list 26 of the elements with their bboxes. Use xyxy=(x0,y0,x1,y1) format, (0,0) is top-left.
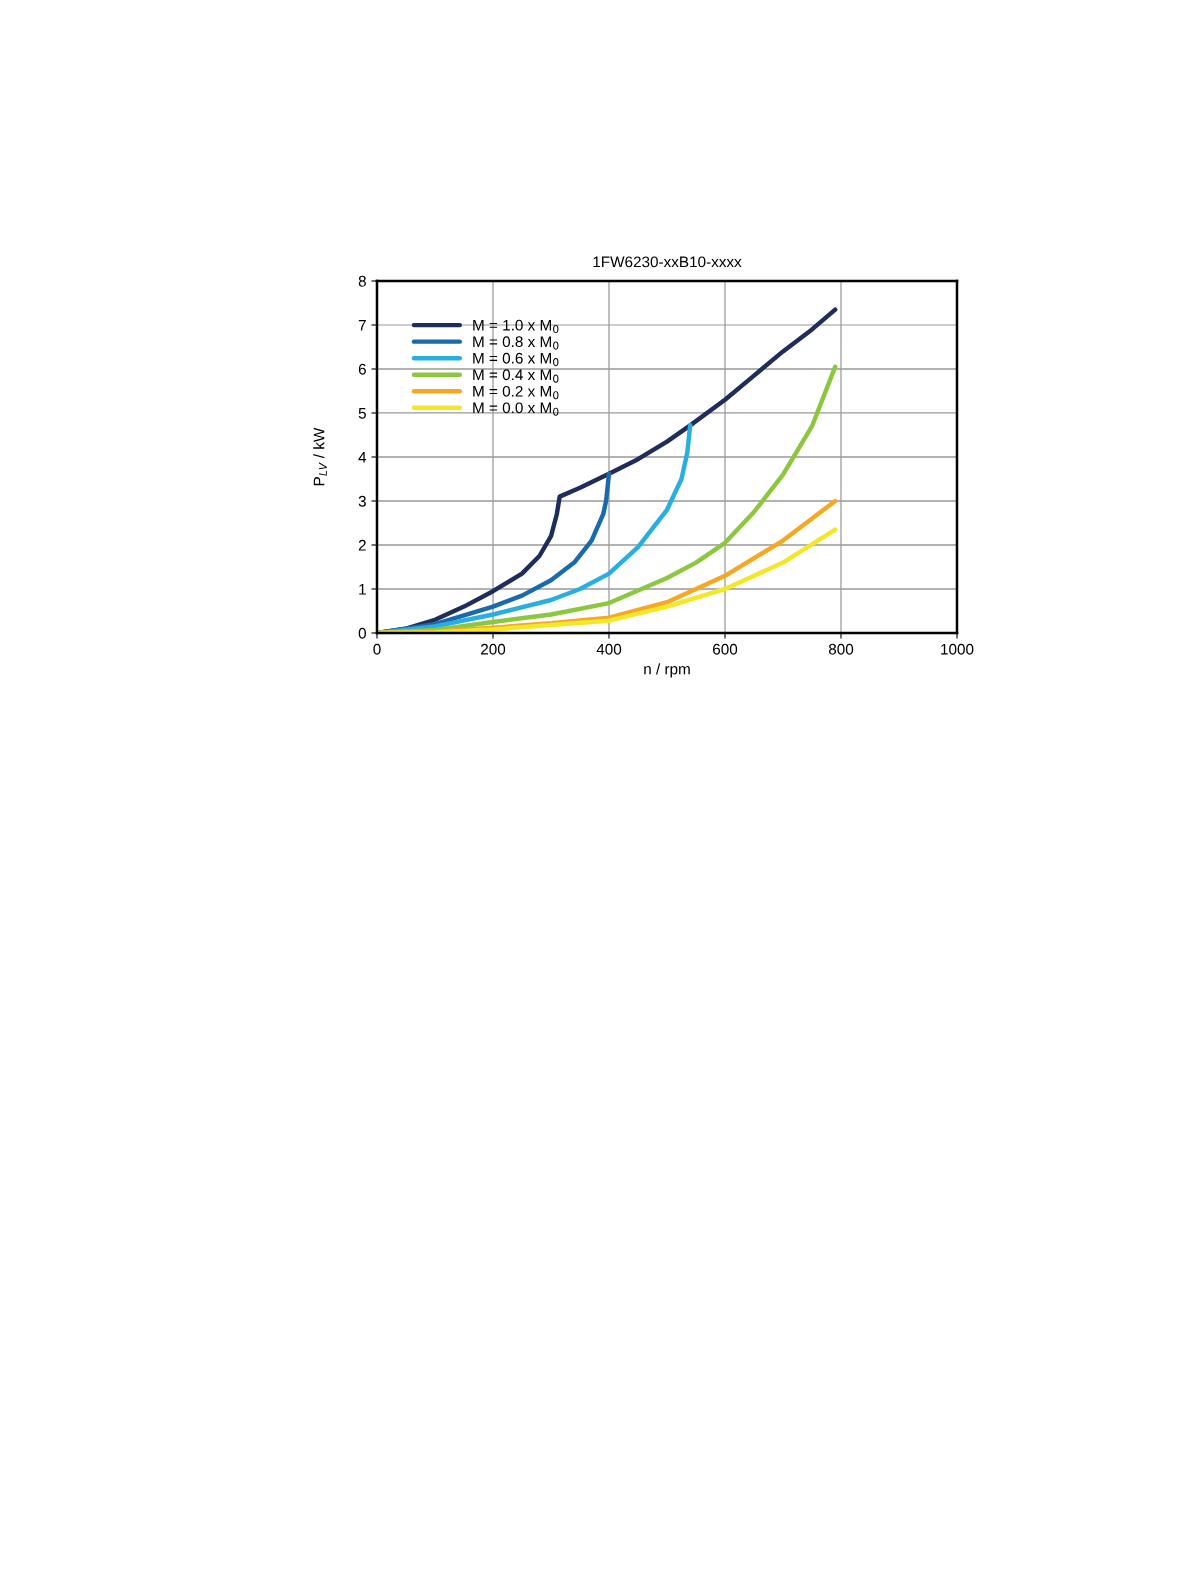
x-tick-label: 400 xyxy=(596,643,622,655)
legend-label: M = 1.0 x M$_{0}$ xyxy=(473,319,559,334)
chart-title: 1FW6230-xxB10-xxxx xyxy=(593,256,742,268)
legend-label: M = 0.6 x M$_{0}$ xyxy=(473,352,559,367)
y-tick-label: 1 xyxy=(359,584,366,595)
line-series xyxy=(377,423,693,633)
legend-label: M = 0.0 x M$_{0}$ xyxy=(473,402,559,416)
y-tick-label: 2 xyxy=(358,539,366,551)
x-tick-label: 200 xyxy=(481,643,506,655)
y-tick-label: 5 xyxy=(358,408,366,419)
y-tick-label: 4 xyxy=(358,452,367,463)
y-tick-label: 7 xyxy=(358,320,366,331)
x-tick-label: 1000 xyxy=(941,643,974,655)
x-tick-label: 0 xyxy=(373,643,381,655)
y-axis-title: P$_{LV}$ / kW xyxy=(313,427,327,486)
legend-label: M = 0.8 x M$_{0}$ xyxy=(473,336,559,350)
y-tick-label: 3 xyxy=(358,495,366,507)
y-tick-label: 6 xyxy=(358,363,366,375)
y-tick-label: 0 xyxy=(358,627,366,639)
x-axis-title: n / rpm xyxy=(644,663,690,678)
legend-label: M = 0.2 x M$_{0}$ xyxy=(473,385,559,400)
legend-label: M = 0.4 x M$_{0}$ xyxy=(473,369,559,383)
y-tick-label: 8 xyxy=(358,275,366,287)
x-tick-label: 600 xyxy=(713,643,738,655)
line-series xyxy=(377,527,838,633)
x-tick-label: 800 xyxy=(828,643,854,655)
